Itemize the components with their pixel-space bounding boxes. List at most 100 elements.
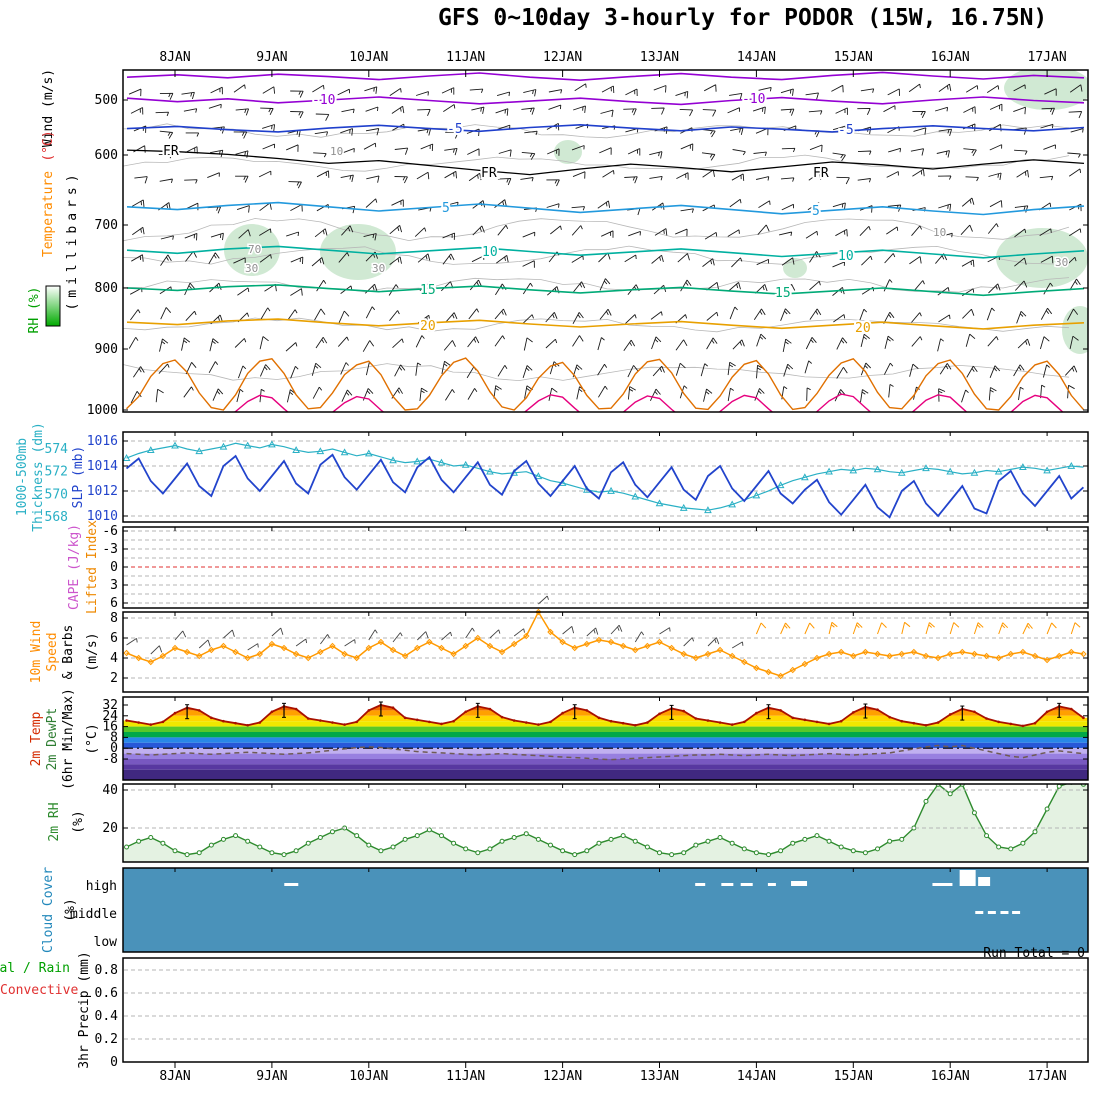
contour-label: FR: [813, 166, 829, 181]
chart-text: 8: [110, 611, 118, 626]
rh-contour-label: 10: [933, 226, 946, 239]
x-tick-label-top: 16JAN: [931, 50, 970, 65]
x-tick-label-top: 8JAN: [159, 50, 190, 65]
x-tick-label-bottom: 17JAN: [1028, 1069, 1067, 1084]
panel-temp: [123, 697, 1088, 780]
x-tick-label-top: 11JAN: [446, 50, 485, 65]
chart-text: -6: [102, 524, 118, 539]
chart-text: 572: [45, 465, 68, 480]
panel-cloud: [123, 868, 1088, 952]
x-tick-label-top: 12JAN: [543, 50, 582, 65]
x-tick-label-top: 13JAN: [640, 50, 679, 65]
chart-text: 0.8: [95, 963, 118, 978]
rh-contour-label: 30: [245, 262, 258, 275]
cloud-row-label: middle: [70, 907, 117, 922]
chart-text: 32: [102, 698, 118, 713]
x-tick-label-top: 17JAN: [1028, 50, 1067, 65]
contour-label: -10: [742, 92, 765, 107]
cloud-mark: [932, 883, 953, 886]
chart-text: 0.2: [95, 1032, 118, 1047]
contour-label: 5: [812, 204, 820, 219]
contour-label: 10: [482, 245, 498, 260]
axis-side-label: Lifted Index: [85, 520, 100, 614]
rh-contour-label: 10: [330, 145, 343, 158]
contour-label: 15: [420, 283, 436, 298]
chart-text: 0: [110, 560, 118, 575]
contour-label: 20: [855, 321, 871, 336]
cloud-mark: [740, 883, 753, 886]
chart-text: 24: [102, 709, 118, 724]
chart-text: -8: [102, 752, 118, 767]
chart-text: 1010: [87, 509, 118, 524]
chart-text: 1012: [87, 484, 118, 499]
axis-side-label: & Barbs: [61, 625, 76, 680]
axis-side-label: 10m Wind: [29, 621, 44, 684]
cloud-mark: [767, 883, 776, 886]
x-tick-label-bottom: 13JAN: [640, 1069, 679, 1084]
axis-side-label: (°C): [41, 130, 56, 161]
x-tick-label-bottom: 8JAN: [159, 1069, 190, 1084]
axis-side-label: (millibars): [65, 169, 80, 310]
panel-border: [122, 431, 1089, 523]
axis-side-label: 3hr Precip (mm): [77, 951, 92, 1068]
x-tick-label-top: 14JAN: [737, 50, 776, 65]
axis-side-label: (%): [63, 898, 78, 921]
temp-line: [126, 704, 1084, 727]
chart-text: 1014: [87, 459, 118, 474]
chart-text: 20: [102, 821, 118, 836]
axis-side-label: Thickness (dm): [31, 422, 46, 532]
x-tick-label-bottom: 16JAN: [931, 1069, 970, 1084]
rh-contour-label: 30: [372, 262, 385, 275]
x-tick-label-bottom: 11JAN: [446, 1069, 485, 1084]
contour-label: FR: [163, 144, 179, 159]
chart-text: 40: [102, 783, 118, 798]
contour-label: -10: [312, 93, 335, 108]
chart-text: 1016: [87, 434, 118, 449]
chart-text: 0.6: [95, 986, 118, 1001]
panel-rh: [123, 784, 1088, 862]
chart-text: 800: [95, 281, 118, 296]
axis-side-label: SLP (mb): [71, 446, 86, 509]
cloud-row-label: low: [94, 935, 118, 950]
precip-legend-convective: Convective: [0, 983, 79, 998]
rh-contour-label: 30: [1055, 256, 1068, 269]
panel-border: [122, 69, 1089, 413]
x-tick-label-bottom: 14JAN: [737, 1069, 776, 1084]
panel-border: [122, 526, 1089, 609]
axis-side-label: 2m DewPt: [45, 708, 60, 771]
cloud-mark: [284, 883, 299, 886]
chart-text: 500: [95, 93, 118, 108]
chart-text: 6: [110, 631, 118, 646]
cloud-mark: [695, 883, 706, 886]
rh-contour-label: 70: [248, 243, 261, 256]
chart-text: 1000: [87, 403, 118, 418]
axis-side-label: Speed: [45, 632, 60, 671]
cloud-row-label: high: [86, 879, 117, 894]
panel-border: [122, 957, 1089, 1063]
axis-side-label: Temperature: [41, 171, 56, 257]
chart-text: 16: [102, 720, 118, 735]
chart-text: 0.4: [95, 1009, 119, 1024]
panel-upper-air: [123, 70, 1088, 412]
axis-side-label: 1000-500mb: [15, 438, 30, 516]
chart-text: 4: [110, 651, 118, 666]
contour-label: -5: [447, 122, 463, 137]
axis-side-label: (6hr Min/Max): [61, 688, 76, 790]
axis-side-label: (m/s): [85, 632, 100, 671]
x-tick-label-top: 9JAN: [256, 50, 287, 65]
thickness-line: [126, 442, 1084, 511]
cloud-mark: [1000, 911, 1009, 914]
contour-label: 5: [442, 201, 450, 216]
rh-colorbar: [45, 285, 61, 327]
cloud-mark: [987, 911, 996, 914]
x-tick-label-bottom: 15JAN: [834, 1069, 873, 1084]
cloud-mark: [1012, 911, 1021, 914]
chart-text: 8: [110, 730, 118, 745]
x-tick-label-top: 15JAN: [834, 50, 873, 65]
axis-side-label: (°C): [85, 723, 100, 754]
cloud-mark: [721, 883, 734, 886]
axis-side-label: 2m RH: [47, 802, 62, 841]
x-tick-label-bottom: 10JAN: [349, 1069, 388, 1084]
axis-side-label: Cloud Cover: [41, 867, 56, 953]
